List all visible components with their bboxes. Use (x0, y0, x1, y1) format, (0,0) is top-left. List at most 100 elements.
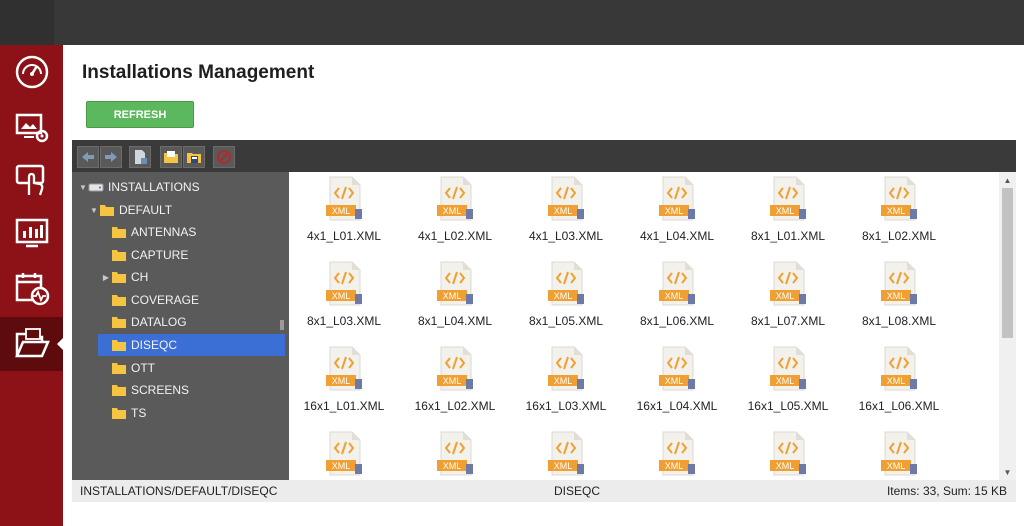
file-item[interactable]: XML (844, 431, 954, 480)
xml-badge: XML (554, 206, 573, 216)
scroll-down-icon[interactable]: ▼ (1003, 467, 1012, 477)
file-item[interactable]: XML 4x1_L04.XML (622, 176, 732, 256)
xml-file-icon: XML (437, 176, 473, 221)
file-item[interactable]: XML 8x1_L08.XML (844, 261, 954, 341)
file-name: 4x1_L03.XML (528, 229, 604, 243)
file-name: 16x1_L03.XML (525, 399, 607, 413)
folder-icon (111, 337, 127, 353)
forward-button[interactable] (100, 146, 122, 168)
sidebar-item-media-settings[interactable] (0, 101, 63, 155)
xml-file-icon: XML (881, 431, 917, 476)
file-item[interactable]: XML 16x1_L04.XML (622, 346, 732, 426)
tree-node-diseqc[interactable]: DISEQC (98, 334, 285, 356)
file-manager: ▼ INSTALLATIONS ▼ DEFAULT ANTENNAS CAPTUR… (72, 140, 1016, 502)
tree-node-ott[interactable]: OTT (101, 357, 155, 379)
sidebar-item-analytics[interactable] (0, 207, 63, 261)
tree-node-coverage[interactable]: COVERAGE (101, 289, 199, 311)
tree-node-datalog[interactable]: DATALOG (101, 311, 187, 333)
file-item[interactable]: XML 8x1_L02.XML (844, 176, 954, 256)
scroll-up-icon[interactable]: ▲ (1003, 175, 1012, 185)
folder-icon (111, 269, 127, 285)
back-button[interactable] (77, 146, 99, 168)
folder-icon (111, 360, 127, 376)
sidebar-item-schedule[interactable] (0, 261, 63, 315)
xml-badge: XML (443, 461, 462, 471)
file-item[interactable]: XML 16x1_L06.XML (844, 346, 954, 426)
sidebar-item-installations[interactable] (0, 317, 64, 371)
new-file-button[interactable] (129, 146, 151, 168)
file-name: 4x1_L04.XML (639, 229, 715, 243)
page-title: Installations Management (82, 62, 315, 83)
xml-badge: XML (554, 376, 573, 386)
xml-badge: XML (554, 461, 573, 471)
file-item[interactable]: XML 4x1_L01.XML (289, 176, 399, 256)
xml-badge: XML (776, 206, 795, 216)
file-name: 8x1_L05.XML (528, 314, 604, 328)
xml-badge: XML (887, 291, 906, 301)
file-name: 16x1_L05.XML (747, 399, 829, 413)
file-item[interactable]: XML (400, 431, 510, 480)
sidebar (0, 45, 64, 526)
tree-node-root[interactable]: ▼ INSTALLATIONS (78, 176, 200, 198)
refresh-button[interactable]: REFRESH (86, 101, 194, 128)
xml-file-icon: XML (659, 431, 695, 476)
file-item[interactable]: XML 4x1_L02.XML (400, 176, 510, 256)
xml-file-icon: XML (548, 346, 584, 391)
file-item[interactable]: XML 4x1_L03.XML (511, 176, 621, 256)
tree-node-ch[interactable]: ▶ CH (101, 266, 148, 288)
open-button[interactable] (160, 146, 182, 168)
open-folder-icon (14, 328, 50, 358)
expand-arrow-icon[interactable]: ▶ (102, 272, 110, 282)
file-item[interactable]: XML (733, 431, 843, 480)
xml-badge: XML (443, 206, 462, 216)
delete-button[interactable] (213, 146, 235, 168)
sidebar-item-touch-screen[interactable] (0, 153, 63, 207)
file-item[interactable]: XML (289, 431, 399, 480)
file-name: 4x1_L02.XML (417, 229, 493, 243)
monitor-gear-icon (15, 113, 48, 143)
save-button[interactable] (183, 146, 205, 168)
file-item[interactable]: XML 8x1_L07.XML (733, 261, 843, 341)
sidebar-item-dashboard[interactable] (0, 45, 63, 99)
xml-badge: XML (332, 376, 351, 386)
file-item[interactable]: XML (511, 431, 621, 480)
status-folder: DISEQC (554, 484, 601, 498)
xml-file-icon: XML (881, 261, 917, 306)
status-path: INSTALLATIONS/DEFAULT/DISEQC (80, 484, 278, 498)
file-item[interactable]: XML 8x1_L05.XML (511, 261, 621, 341)
vertical-scrollbar[interactable]: ▲ ▼ (999, 172, 1016, 480)
tree-node-label: ANTENNAS (131, 225, 197, 239)
collapse-arrow-icon[interactable]: ▼ (90, 205, 98, 215)
file-name: 8x1_L04.XML (417, 314, 493, 328)
file-item[interactable]: XML 8x1_L01.XML (733, 176, 843, 256)
xml-file-icon: XML (770, 176, 806, 221)
xml-file-icon: XML (548, 261, 584, 306)
xml-badge: XML (665, 376, 684, 386)
xml-badge: XML (887, 376, 906, 386)
tree-node-capture[interactable]: CAPTURE (101, 244, 188, 266)
tree-node-ts[interactable]: TS (101, 402, 146, 424)
tree-node-antennas[interactable]: ANTENNAS (101, 221, 196, 243)
file-item[interactable]: XML 16x1_L03.XML (511, 346, 621, 426)
file-item[interactable]: XML 8x1_L03.XML (289, 261, 399, 341)
tree-node-screens[interactable]: SCREENS (101, 379, 189, 401)
file-item[interactable]: XML 16x1_L05.XML (733, 346, 843, 426)
scrollbar-thumb[interactable] (1002, 188, 1013, 338)
tree-node-default[interactable]: ▼ DEFAULT (89, 199, 172, 221)
tree-scrollbar-thumb[interactable] (280, 320, 284, 330)
top-bar-corner (0, 0, 54, 45)
file-item[interactable]: XML (622, 431, 732, 480)
file-name: 8x1_L02.XML (861, 229, 937, 243)
folder-icon (111, 314, 127, 330)
collapse-arrow-icon[interactable]: ▼ (79, 182, 87, 192)
xml-file-icon: XML (548, 176, 584, 221)
file-item[interactable]: XML 8x1_L04.XML (400, 261, 510, 341)
file-item[interactable]: XML 16x1_L02.XML (400, 346, 510, 426)
forward-arrow-icon (105, 152, 117, 162)
xml-badge: XML (887, 206, 906, 216)
xml-file-icon: XML (659, 261, 695, 306)
file-item[interactable]: XML 16x1_L01.XML (289, 346, 399, 426)
xml-file-icon: XML (326, 346, 362, 391)
file-item[interactable]: XML 8x1_L06.XML (622, 261, 732, 341)
xml-badge: XML (665, 291, 684, 301)
